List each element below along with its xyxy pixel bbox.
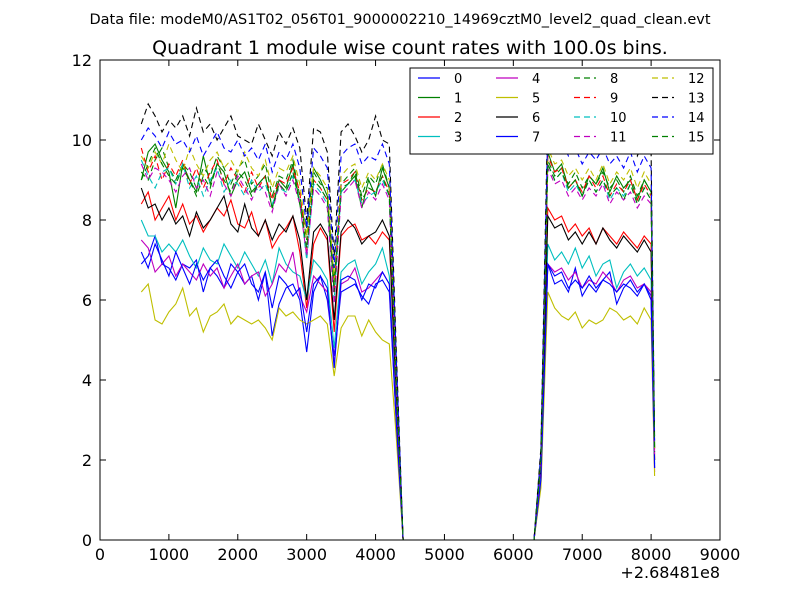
legend-label-11: 11 xyxy=(610,131,627,146)
y-tick-labels: 0 2 4 6 8 10 12 xyxy=(72,51,92,550)
x-tick-label: 9000 xyxy=(700,545,741,564)
y-tick-label: 0 xyxy=(82,531,92,550)
plot-frame xyxy=(99,59,721,541)
x-tick-labels: 0 1000 2000 3000 4000 5000 6000 7000 8000 9000 xyxy=(95,545,740,564)
legend-label-0: 0 xyxy=(454,72,462,87)
legend-label-10: 10 xyxy=(610,111,627,126)
legend-label-12: 12 xyxy=(688,72,705,87)
legend-label-2: 2 xyxy=(454,111,462,126)
legend-box xyxy=(409,67,714,155)
series-line-15 xyxy=(140,146,656,541)
legend-label-6: 6 xyxy=(532,111,540,126)
chart-title: Quadrant 1 module wise count rates with … xyxy=(152,37,668,59)
chart-suptitle: Data file: modeM0/AS1T02_056T01_90000022… xyxy=(89,12,710,28)
x-tick-label: 7000 xyxy=(562,545,603,564)
x-tick-label: 3000 xyxy=(286,545,327,564)
y-tick-label: 4 xyxy=(82,371,92,390)
series-lines xyxy=(140,102,656,541)
legend-label-3: 3 xyxy=(454,131,462,146)
legend-label-9: 9 xyxy=(610,92,618,107)
x-tick-label: 1000 xyxy=(149,545,190,564)
legend-label-1: 1 xyxy=(454,92,462,107)
series-line-12 xyxy=(140,142,656,541)
y-tick-label: 8 xyxy=(82,211,92,230)
series-line-7 xyxy=(140,242,656,541)
x-tick-label: 2000 xyxy=(217,545,258,564)
y-tick-label: 10 xyxy=(72,131,92,150)
x-tick-label: 6000 xyxy=(493,545,534,564)
legend-label-14: 14 xyxy=(688,111,705,126)
legend-label-15: 15 xyxy=(688,131,705,146)
x-tick-label: 4000 xyxy=(355,545,396,564)
y-tick-label: 12 xyxy=(72,51,92,70)
series-line-9 xyxy=(140,147,656,541)
y-tick-label: 2 xyxy=(82,451,92,470)
x-tick-label: 8000 xyxy=(631,545,672,564)
legend-label-5: 5 xyxy=(532,92,540,107)
legend-label-13: 13 xyxy=(688,92,705,107)
legend-label-8: 8 xyxy=(610,72,618,87)
x-tick-label: 5000 xyxy=(424,545,465,564)
y-tick-label: 6 xyxy=(82,291,92,310)
legend-label-4: 4 xyxy=(532,72,540,87)
x-tick-label: 0 xyxy=(95,545,105,564)
legend-label-7: 7 xyxy=(532,131,540,146)
x-offset-label: +2.68481e8 xyxy=(620,563,720,582)
